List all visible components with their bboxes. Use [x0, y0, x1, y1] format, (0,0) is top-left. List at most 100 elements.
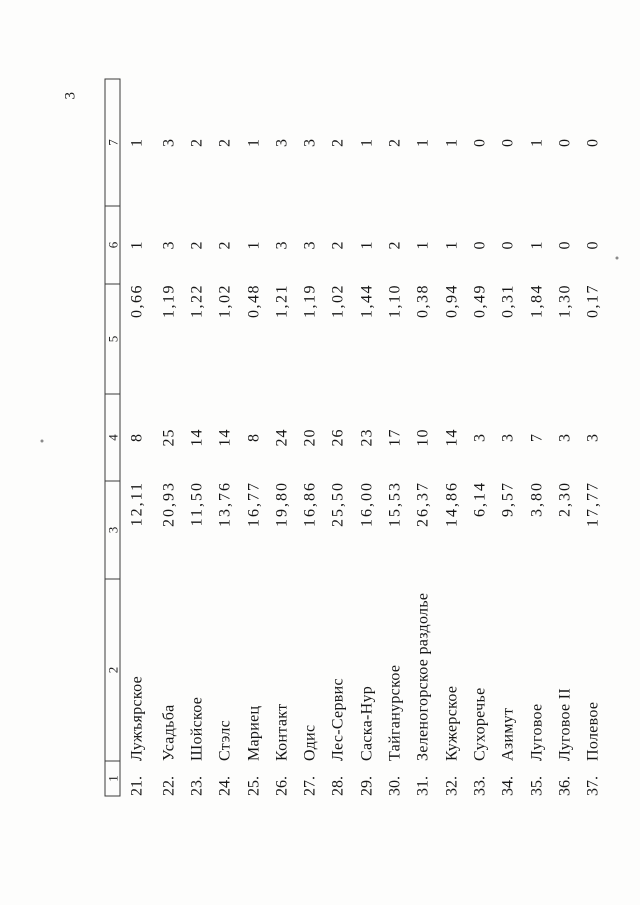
table-row: 37. Полевое 17,77 3 0,17 0 0 — [579, 79, 607, 796]
value-cell-col4: 7 — [528, 433, 545, 442]
value-cell-col4: 20 — [301, 428, 319, 447]
row-number-cell: 30. — [386, 776, 404, 796]
row-number-cell: 29. — [358, 776, 376, 796]
value-cell-col4: 26 — [329, 428, 347, 447]
value-cell-col6: 2 — [386, 240, 404, 250]
settlement-name-cell: Усадьба — [160, 704, 178, 761]
value-cell-col4: 3 — [584, 433, 602, 442]
value-cell-col5: 1,02 — [216, 284, 234, 318]
value-cell-col6: 0 — [471, 240, 489, 250]
value-cell-col3: 16,86 — [301, 481, 319, 527]
value-cell-col6: 1 — [128, 240, 146, 250]
value-cell-col7: 1 — [128, 138, 146, 147]
value-cell-col4: 24 — [273, 428, 291, 447]
table-row: 29. Саска-Нур 16,00 23 1,44 1 1 — [353, 79, 381, 796]
value-cell-col7: 1 — [443, 138, 461, 147]
column-header-3: 3 — [105, 481, 120, 579]
row-number-cell: 21. — [128, 776, 146, 796]
row-number-cell: 24. — [216, 776, 234, 796]
value-cell-col4: 3 — [556, 433, 574, 442]
value-cell-col7: 1 — [358, 138, 376, 147]
settlement-name-cell: Сухоречье — [471, 687, 489, 761]
table-row: 22. Усадьба 20,93 25 1,19 3 3 — [155, 79, 183, 796]
value-cell-col4: 3 — [471, 433, 489, 442]
value-cell-col4: 8 — [128, 433, 146, 442]
row-number-cell: 27. — [301, 776, 319, 796]
table-row: 33. Сухоречье 6,14 3 0,49 0 0 — [466, 79, 494, 796]
row-number-cell: 36. — [556, 776, 574, 796]
value-cell-col3: 12,11 — [128, 481, 146, 527]
value-cell-col6: 0 — [499, 240, 517, 250]
row-number-cell: 23. — [188, 776, 206, 796]
value-cell-col3: 16,77 — [245, 481, 263, 527]
value-cell-col7: 2 — [386, 138, 404, 147]
value-cell-col3: 17,77 — [584, 481, 602, 527]
value-cell-col4: 14 — [216, 428, 234, 447]
settlement-name-cell: Лужъярское — [128, 675, 146, 761]
value-cell-col7: 0 — [584, 138, 602, 147]
value-cell-col7: 1 — [414, 138, 432, 147]
value-cell-col5: 1,21 — [273, 284, 291, 318]
value-cell-col6: 2 — [188, 240, 206, 250]
table-row: 31. Зеленогорское раздолье 26,37 10 0,38… — [410, 79, 438, 796]
value-cell-col5: 0,66 — [128, 284, 146, 318]
column-header-1: 1 — [105, 761, 120, 796]
value-cell-col4: 25 — [160, 428, 178, 447]
value-cell-col7: 1 — [245, 138, 263, 147]
value-cell-col3: 13,76 — [216, 481, 234, 527]
column-header-5: 5 — [105, 284, 120, 394]
settlement-name-cell: Азимут — [499, 707, 517, 761]
value-cell-col3: 26,37 — [414, 481, 432, 527]
settlement-name-cell: Стэлс — [216, 719, 234, 761]
value-cell-col6: 0 — [584, 240, 602, 250]
settlement-name-cell: Одис — [301, 724, 319, 761]
table-row: 24. Стэлс 13,76 14 1,02 2 2 — [212, 79, 240, 796]
row-number-cell: 35. — [528, 776, 545, 796]
table-row: 35. Луговое 3,80 7 1,84 1 1 — [523, 79, 551, 796]
row-number-cell: 28. — [329, 776, 347, 796]
value-cell-col7: 0 — [499, 138, 517, 147]
value-cell-col6: 1 — [414, 240, 432, 250]
value-cell-col3: 11,50 — [188, 481, 206, 527]
value-cell-col7: 2 — [216, 138, 234, 147]
value-cell-col5: 1,19 — [301, 284, 319, 318]
column-header-2: 2 — [105, 579, 120, 761]
row-number-cell: 25. — [245, 776, 263, 796]
table-row: 23. Шойское 11,50 14 1,22 2 2 — [183, 79, 211, 796]
value-cell-col6: 1 — [528, 240, 545, 250]
value-cell-col5: 1,44 — [358, 284, 376, 318]
table-row: 32. Кужерское 14,86 14 0,94 1 1 — [438, 79, 466, 796]
settlement-name-cell: Тайганурское — [386, 664, 404, 761]
column-header-4: 4 — [105, 394, 120, 481]
value-cell-col5: 0,38 — [414, 284, 432, 318]
row-number-cell: 32. — [443, 776, 461, 796]
table-row: 25. Мариец 16,77 8 0,48 1 1 — [240, 79, 268, 796]
value-cell-col6: 0 — [556, 240, 574, 250]
value-cell-col5: 0,17 — [584, 284, 602, 318]
value-cell-col4: 14 — [188, 428, 206, 447]
value-cell-col3: 19,80 — [273, 481, 291, 527]
value-cell-col7: 2 — [188, 138, 206, 147]
value-cell-col6: 2 — [329, 240, 347, 250]
value-cell-col5: 0,94 — [443, 284, 461, 318]
settlement-name-cell: Саска-Нур — [358, 685, 376, 761]
value-cell-col7: 0 — [471, 138, 489, 147]
value-cell-col6: 1 — [245, 240, 263, 250]
table-row: 34. Азимут 9,57 3 0,31 0 0 — [495, 79, 523, 796]
value-cell-col5: 0,49 — [471, 284, 489, 318]
value-cell-col3: 15,53 — [386, 481, 404, 527]
scan-speck — [40, 439, 44, 443]
value-cell-col7: 3 — [273, 138, 291, 147]
value-cell-col7: 1 — [528, 138, 545, 147]
value-cell-col4: 17 — [386, 428, 404, 447]
table-row: 26. Контакт 19,80 24 1,21 3 3 — [268, 79, 296, 796]
value-cell-col3: 9,57 — [499, 481, 517, 517]
page-number: 3 — [62, 91, 79, 100]
value-cell-col5: 1,22 — [188, 284, 206, 318]
value-cell-col7: 2 — [329, 138, 347, 147]
settlement-name-cell: Шойское — [188, 696, 206, 761]
value-cell-col6: 3 — [301, 240, 319, 250]
value-cell-col3: 2,30 — [556, 481, 574, 517]
table-row: 30. Тайганурское 15,53 17 1,10 2 2 — [381, 79, 409, 796]
